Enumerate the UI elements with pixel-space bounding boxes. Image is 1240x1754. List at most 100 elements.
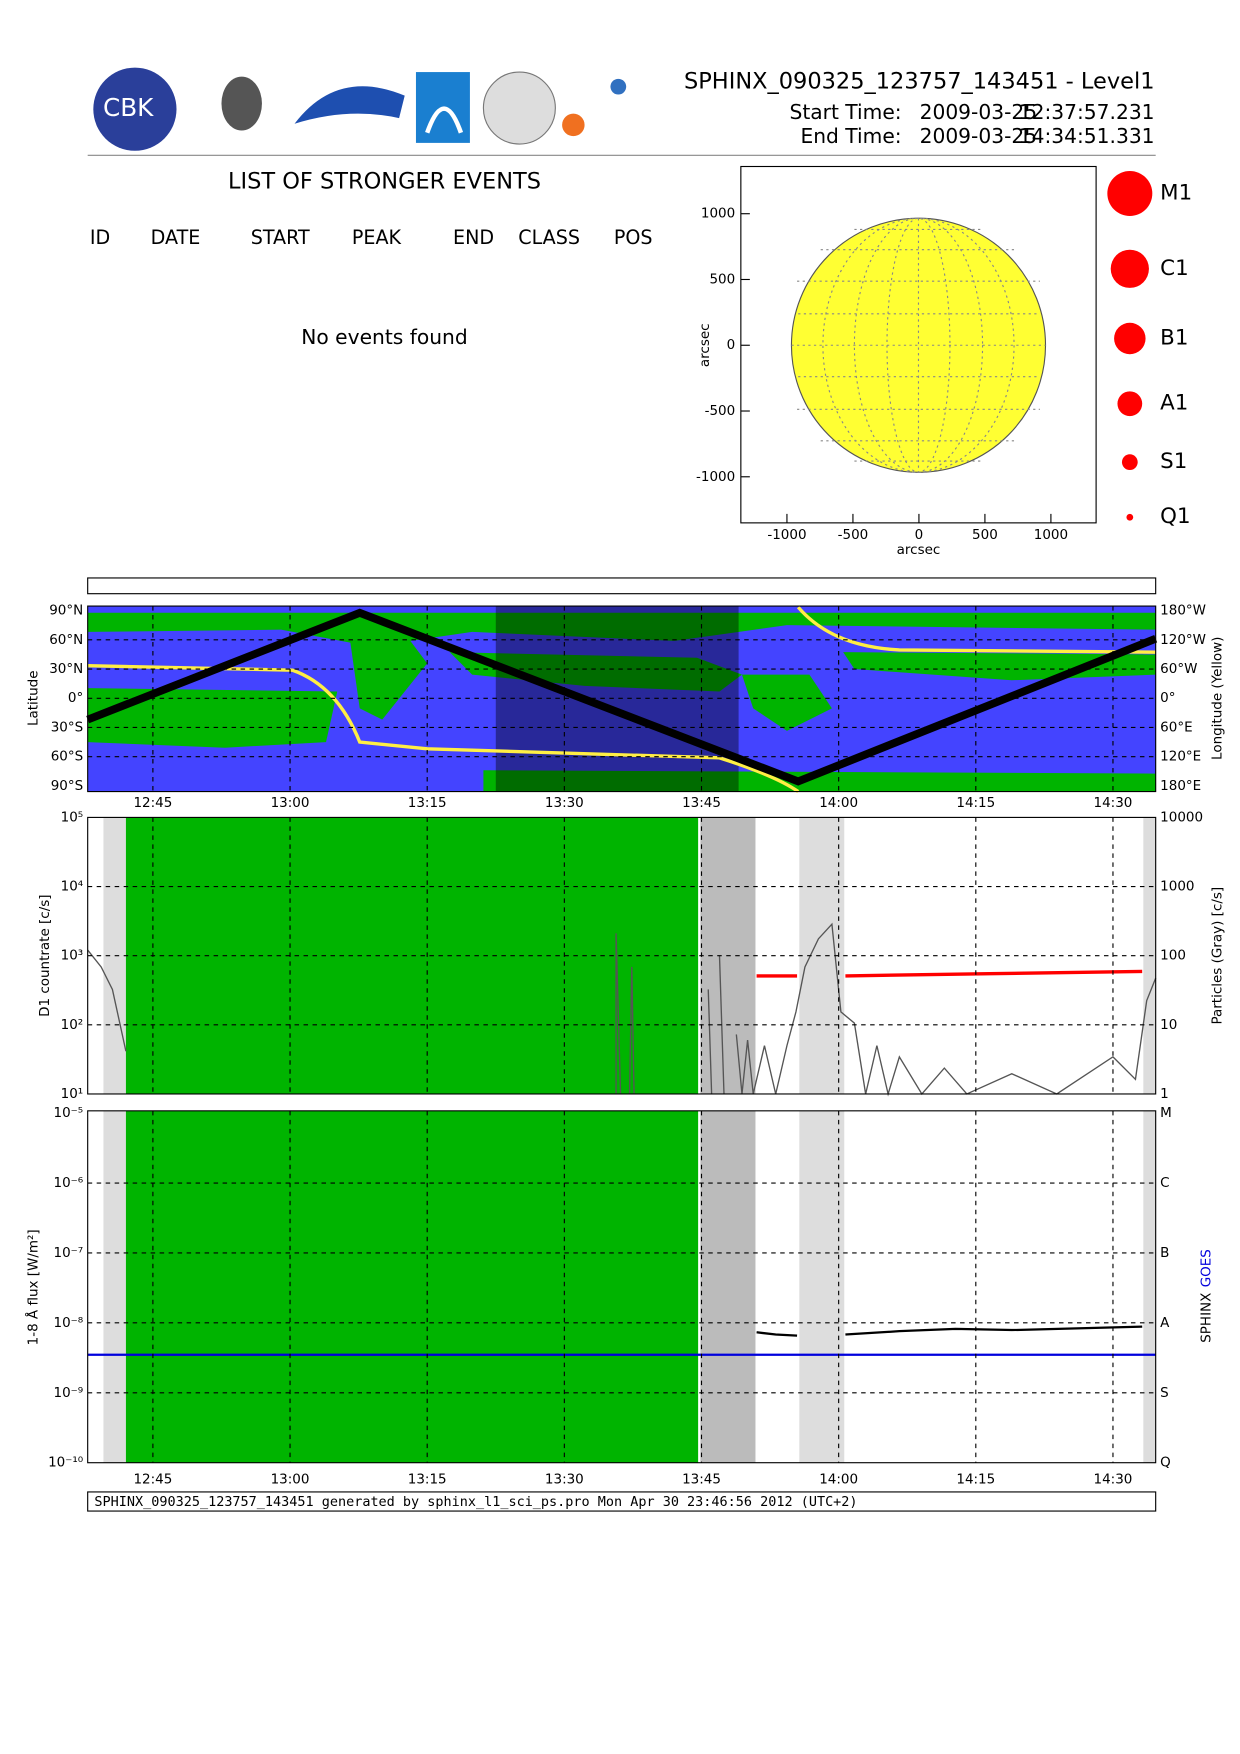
count-tick: 10⁵	[61, 809, 84, 825]
flux-time-tick: 13:45	[682, 1472, 721, 1488]
class-tick: Q	[1160, 1455, 1171, 1471]
map-ylabel: Latitude	[26, 671, 42, 727]
lon-tick: 180°E	[1160, 778, 1201, 794]
column-header: END	[453, 226, 494, 249]
flux-frame	[87, 1110, 1157, 1464]
sun-y-tick: 1000	[701, 206, 735, 222]
map-time-tick: 12:45	[133, 795, 172, 811]
legend-label: C1	[1160, 256, 1188, 281]
particles-curve	[87, 922, 1157, 1097]
particle-tick: 1000	[1160, 879, 1194, 895]
flux-y2label-goes: GOES	[1198, 1249, 1214, 1287]
sun-x-tick: 0	[915, 527, 924, 543]
count-tick: 10³	[61, 948, 84, 964]
class-tick: A	[1160, 1315, 1170, 1331]
flux-time-tick: 12:45	[133, 1472, 172, 1488]
lat-tick: 90°N	[49, 603, 83, 619]
legend-marker	[1110, 249, 1149, 288]
longitude-curve	[87, 663, 800, 793]
footer-box	[87, 1491, 1157, 1512]
countrate-y2label: Particles (Gray) [c/s]	[1210, 887, 1226, 1025]
lat-tick: 60°S	[51, 749, 83, 765]
legend: M1 C1 B1 A1 S1 Q1	[1107, 170, 1192, 529]
sun-y-tick: 500	[709, 271, 735, 287]
count-tick: 10¹	[61, 1086, 84, 1102]
count-tick: 10⁴	[61, 879, 84, 895]
countrate-curve	[756, 969, 1143, 978]
start-date: 2009-03-25	[920, 100, 1038, 124]
legend-label: A1	[1160, 391, 1188, 416]
flux-time-tick: 13:00	[271, 1472, 310, 1488]
legend-marker	[1117, 391, 1143, 417]
sun-grid	[791, 217, 1046, 473]
lon-tick: 60°E	[1160, 719, 1192, 735]
legend-label: B1	[1160, 326, 1188, 351]
start-label: Start Time:	[789, 100, 901, 124]
particle-tick: 100	[1160, 948, 1186, 964]
map-y2label: Longitude (Yellow)	[1210, 637, 1226, 760]
lat-tick: 60°N	[49, 632, 83, 648]
logo-iki	[294, 86, 405, 124]
sun-y-tick: 0	[727, 337, 736, 353]
logo-seal	[482, 71, 556, 145]
sun-ylabel: arcsec	[697, 323, 713, 367]
class-tick: C	[1160, 1175, 1169, 1191]
map-time-tick: 14:30	[1094, 795, 1133, 811]
sun-y-tick: -1000	[696, 469, 735, 485]
sun-x-tick: -1000	[767, 527, 806, 543]
lat-tick: 30°N	[49, 661, 83, 677]
events-message: No events found	[301, 325, 467, 349]
legend-marker	[1107, 170, 1153, 216]
column-header: POS	[614, 226, 653, 249]
lon-tick: 180°W	[1160, 603, 1206, 619]
map-time-tick: 13:30	[545, 795, 584, 811]
lon-tick: 120°E	[1160, 749, 1201, 765]
logo-sun	[562, 113, 585, 137]
logo-text: CBK	[103, 93, 154, 122]
logo-cbk	[93, 67, 177, 151]
particle-tick: 10	[1160, 1017, 1177, 1033]
map-land	[87, 612, 1156, 792]
flux-tick: 10⁻⁸	[54, 1315, 84, 1331]
end-date: 2009-03-25	[920, 124, 1038, 148]
flux-ylabel: 1-8 Å flux [W/m²]	[25, 1229, 42, 1345]
legend-label: M1	[1160, 180, 1192, 205]
logo-portrait	[221, 76, 262, 131]
sun-disk	[790, 217, 1047, 473]
flux-time-tick: 14:30	[1094, 1472, 1133, 1488]
flux-tick: 10⁻⁶	[54, 1175, 84, 1191]
sphinx-curve	[756, 1325, 1143, 1337]
flux-tick: 10⁻¹⁰	[48, 1455, 83, 1471]
end-label: End Time:	[800, 124, 901, 148]
count-tick: 10²	[61, 1017, 84, 1033]
column-header: DATE	[151, 226, 201, 249]
lat-tick: 90°S	[51, 778, 83, 794]
map-time-tick: 14:15	[956, 795, 995, 811]
title: SPHINX_090325_123757_143451 - Level1	[684, 69, 1155, 95]
column-header: CLASS	[518, 226, 580, 249]
countrate-ylabel: D1 countrate [c/s]	[37, 894, 53, 1016]
legend-label: Q1	[1160, 504, 1190, 529]
lon-tick: 60°W	[1160, 661, 1197, 677]
column-header: ID	[90, 226, 110, 249]
sun-x-tick: 1000	[1034, 527, 1068, 543]
map-time-tick: 13:00	[271, 795, 310, 811]
sun-x-tick: 500	[972, 527, 998, 543]
flux-tick: 10⁻⁵	[54, 1105, 84, 1121]
map-time-tick: 13:45	[682, 795, 721, 811]
flux-time-tick: 14:15	[956, 1472, 995, 1488]
flux-tick: 10⁻⁷	[54, 1245, 84, 1261]
lat-tick: 30°S	[51, 719, 83, 735]
flux-y2label-sphinx: SPHINX	[1198, 1293, 1214, 1343]
end-time: 14:34:51.331	[1019, 124, 1155, 148]
events-header: ID DATE START PEAK END CLASS POS	[90, 226, 653, 249]
map-time-tick: 14:00	[819, 795, 858, 811]
axes: -1000 -500 0 500 1000 1000 500 0 -500 -1000 12:45 1…	[48, 206, 1206, 1488]
flux-time-tick: 13:15	[408, 1472, 447, 1488]
column-header: START	[251, 226, 310, 249]
footer: SPHINX_090325_123757_143451 generated by…	[94, 1494, 857, 1510]
map-time-tick: 13:15	[408, 795, 447, 811]
column-header: PEAK	[352, 226, 402, 249]
events-title: LIST OF STRONGER EVENTS	[228, 169, 541, 195]
